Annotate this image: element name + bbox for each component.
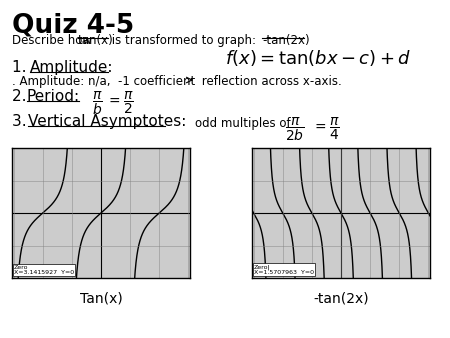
Text: Quiz 4-5: Quiz 4-5: [12, 13, 134, 39]
Text: $\dfrac{\pi}{b}$: $\dfrac{\pi}{b}$: [92, 90, 103, 117]
Text: Amplitude:: Amplitude:: [30, 60, 113, 75]
Text: 2.: 2.: [12, 89, 32, 104]
Text: Zero
X=3.1415927  Y=0: Zero X=3.1415927 Y=0: [14, 265, 74, 275]
Text: $= \dfrac{\pi}{4}$: $= \dfrac{\pi}{4}$: [312, 116, 340, 142]
Text: reflection across x-axis.: reflection across x-axis.: [198, 75, 342, 88]
Text: odd multiples of: odd multiples of: [195, 117, 291, 130]
Text: $= \dfrac{\pi}{2}$: $= \dfrac{\pi}{2}$: [106, 90, 134, 116]
Text: 3.: 3.: [12, 114, 36, 129]
Text: Tan(x): Tan(x): [80, 292, 122, 306]
Text: $f(x) = \tan(bx - c) + d$: $f(x) = \tan(bx - c) + d$: [225, 48, 411, 68]
Text: $\dfrac{\pi}{2b}$: $\dfrac{\pi}{2b}$: [285, 116, 305, 143]
Text: Describe how: Describe how: [12, 34, 99, 47]
Text: is transformed to graph:: is transformed to graph:: [108, 34, 264, 47]
Text: Zero|
X=1.5707963  Y=0: Zero| X=1.5707963 Y=0: [254, 264, 314, 275]
Text: tan(x): tan(x): [78, 34, 114, 47]
Text: . Amplitude: n/a,  -1 coefficient: . Amplitude: n/a, -1 coefficient: [12, 75, 195, 88]
Text: 1.: 1.: [12, 60, 36, 75]
Text: -tan(2x): -tan(2x): [313, 292, 369, 306]
Text: Period:: Period:: [27, 89, 80, 104]
Text: Vertical Asymptotes:: Vertical Asymptotes:: [28, 114, 186, 129]
Text: -tan(2x): -tan(2x): [262, 34, 310, 47]
